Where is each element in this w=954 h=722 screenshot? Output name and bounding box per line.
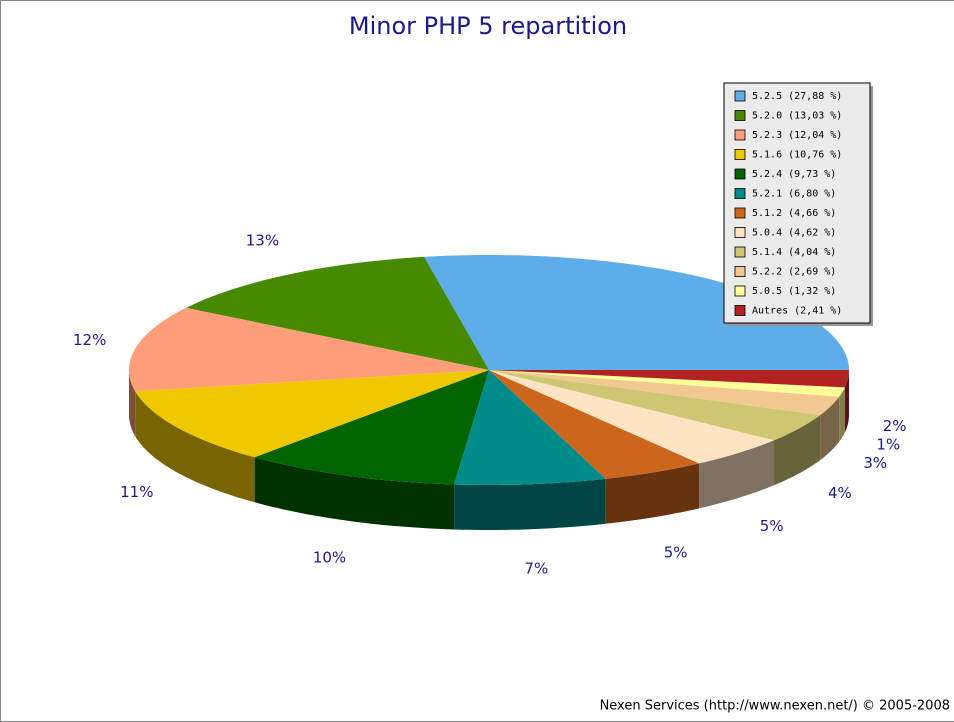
slice [489,370,845,397]
slice-side [129,370,136,437]
slice [489,370,849,388]
data-label: 3% [863,454,887,472]
pie-tops [129,255,849,485]
legend-swatch [734,246,746,258]
legend-swatch [734,305,746,316]
data-label: 1% [876,435,900,453]
data-label: 2% [883,417,907,435]
slice [454,370,606,485]
legend-label: 5.0.5 (1,32 %) [752,286,836,297]
slice [129,307,489,392]
slice [489,370,840,416]
data-label: 5% [664,543,688,561]
slice [186,256,489,370]
data-label: 10% [313,548,346,566]
slice-side [774,415,821,486]
data-label: 7% [524,560,548,578]
data-label: 5% [760,517,784,535]
slice-side [454,478,606,530]
legend-label: 5.0.4 (4,62 %) [752,228,836,239]
legend-swatch [734,266,746,277]
slice [489,370,821,441]
legend-label: Autres (2,41 %) [752,306,842,317]
slice-side [605,463,700,524]
slice-side [699,440,774,509]
legend-swatch [734,129,746,141]
slice [254,370,489,485]
slice-side [820,396,840,461]
legend-swatch [734,90,746,102]
slice [489,370,774,464]
data-label: 4% [828,484,852,502]
legend-swatch [734,110,746,121]
legend [723,82,871,324]
legend-label: 5.2.1 (6,80 %) [752,189,836,200]
slice-side [135,391,255,503]
legend-swatch [734,168,746,180]
legend-label: 5.1.4 (4,04 %) [752,247,836,258]
legend-label: 5.2.2 (2,69 %) [752,267,836,278]
chart-title: Minor PHP 5 repartition [349,12,627,40]
legend-swatch [734,227,746,238]
slice [489,370,700,479]
slice-side [839,387,845,442]
slice-side [254,457,455,530]
pie-sides [129,370,849,530]
legend-swatch [734,188,746,199]
legend-swatch [734,285,746,297]
legend-label: 5.2.0 (13,03 %) [752,111,842,122]
legend-swatch [734,207,746,219]
slice-side [844,370,849,433]
legend-label: 5.2.3 (12,04 %) [752,130,842,141]
legend-label: 5.1.2 (4,66 %) [752,208,836,219]
data-label: 12% [73,331,106,349]
legend-label: 5.2.5 (27,88 %) [752,91,842,102]
legend-label: 5.1.6 (10,76 %) [752,150,842,161]
slice [424,255,849,370]
footer: Nexen Services (http://www.nexen.net/) ©… [600,699,950,714]
legend-swatch [734,149,746,160]
data-label: 11% [120,483,153,501]
legend-label: 5.2.4 (9,73 %) [752,169,836,180]
data-label: 13% [246,232,279,250]
slice [135,370,489,458]
